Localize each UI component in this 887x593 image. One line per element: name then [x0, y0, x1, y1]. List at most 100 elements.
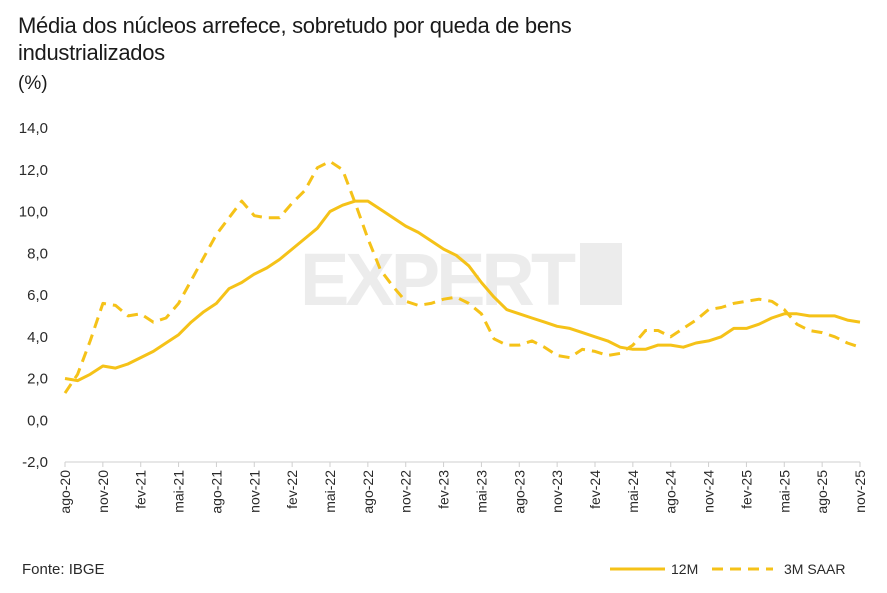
x-tick-label: fev-23 — [436, 470, 452, 509]
y-tick-label: 0,0 — [27, 412, 48, 429]
data-point-3m-saar — [202, 255, 206, 259]
data-point-3m-saar — [101, 301, 105, 305]
data-point-12m — [644, 347, 648, 351]
data-point-3m-saar — [139, 312, 143, 316]
x-tick-label: mai-22 — [322, 470, 338, 513]
data-point-3m-saar — [681, 326, 685, 330]
data-point-3m-saar — [782, 308, 786, 312]
data-point-3m-saar — [379, 268, 383, 272]
data-point-3m-saar — [164, 316, 168, 320]
data-point-3m-saar — [479, 312, 483, 316]
data-point-3m-saar — [328, 159, 332, 163]
data-point-3m-saar — [707, 308, 711, 312]
data-point-3m-saar — [568, 356, 572, 360]
data-point-3m-saar — [227, 216, 231, 220]
data-point-3m-saar — [694, 318, 698, 322]
data-point-12m — [114, 366, 118, 370]
data-point-12m — [530, 316, 534, 320]
data-point-12m — [707, 339, 711, 343]
x-tick-label: fev-21 — [133, 470, 149, 509]
data-point-12m — [202, 310, 206, 314]
data-point-3m-saar — [76, 372, 80, 376]
data-point-12m — [795, 312, 799, 316]
watermark-xp-box — [580, 243, 622, 305]
data-point-3m-saar — [214, 233, 218, 237]
data-point-12m — [303, 237, 307, 241]
y-tick-label: -2,0 — [22, 454, 48, 471]
data-point-12m — [719, 335, 723, 339]
data-point-12m — [290, 247, 294, 251]
data-point-3m-saar — [492, 337, 496, 341]
data-point-12m — [63, 377, 67, 381]
chart-title: Média dos núcleos arrefece, sobretudo po… — [18, 13, 572, 65]
data-point-12m — [492, 295, 496, 299]
x-tick-label: nov-25 — [852, 470, 868, 513]
y-tick-label: 6,0 — [27, 287, 48, 304]
data-point-3m-saar — [505, 343, 509, 347]
x-tick-label: fev-24 — [587, 470, 603, 509]
data-point-3m-saar — [845, 341, 849, 345]
data-point-3m-saar — [240, 199, 244, 203]
y-axis-unit: (%) — [18, 73, 48, 94]
data-point-12m — [101, 364, 105, 368]
data-point-12m — [214, 301, 218, 305]
source-note: Fonte: IBGE — [22, 561, 105, 578]
data-point-12m — [694, 341, 698, 345]
x-tick-label: fev-22 — [284, 470, 300, 509]
data-point-3m-saar — [278, 216, 282, 220]
data-point-12m — [656, 343, 660, 347]
data-point-12m — [328, 210, 332, 214]
data-point-3m-saar — [744, 299, 748, 303]
series-12m-line — [64, 199, 861, 383]
data-point-12m — [669, 343, 673, 347]
data-point-3m-saar — [429, 301, 433, 305]
data-point-3m-saar — [88, 339, 92, 343]
data-point-3m-saar — [442, 297, 446, 301]
data-point-3m-saar — [189, 278, 193, 282]
data-point-12m — [315, 226, 319, 230]
x-tick-label: ago-23 — [511, 470, 527, 514]
data-point-3m-saar — [467, 301, 471, 305]
data-point-12m — [580, 331, 584, 335]
data-point-3m-saar — [644, 329, 648, 333]
data-point-3m-saar — [391, 285, 395, 289]
expert-xp-watermark: EXPERT — [300, 238, 622, 321]
data-point-12m — [278, 258, 282, 262]
watermark-text: EXPERT — [300, 238, 576, 321]
x-tick-label: mai-25 — [776, 470, 792, 513]
data-point-3m-saar — [114, 303, 118, 307]
data-point-12m — [782, 312, 786, 316]
data-point-12m — [265, 266, 269, 270]
data-point-12m — [240, 281, 244, 285]
data-point-12m — [820, 314, 824, 318]
data-point-12m — [681, 345, 685, 349]
data-point-3m-saar — [252, 214, 256, 218]
legend-label-3m-saar: 3M SAAR — [784, 561, 845, 577]
data-point-12m — [442, 247, 446, 251]
x-tick-label: nov-20 — [95, 470, 111, 513]
x-tick-label: ago-22 — [360, 470, 376, 514]
data-point-3m-saar — [795, 322, 799, 326]
x-tick-label: mai-23 — [473, 470, 489, 513]
y-tick-label: 8,0 — [27, 245, 48, 262]
data-point-3m-saar — [820, 331, 824, 335]
data-point-12m — [416, 230, 420, 234]
data-point-3m-saar — [757, 297, 761, 301]
data-point-12m — [391, 216, 395, 220]
data-point-12m — [227, 287, 231, 291]
data-point-3m-saar — [126, 314, 130, 318]
data-point-3m-saar — [858, 345, 862, 349]
data-point-12m — [845, 318, 849, 322]
data-point-3m-saar — [353, 201, 357, 205]
data-point-3m-saar — [770, 299, 774, 303]
data-point-12m — [252, 272, 256, 276]
data-point-12m — [858, 320, 862, 324]
data-point-3m-saar — [530, 339, 534, 343]
data-point-3m-saar — [454, 295, 458, 299]
x-tick-label: fev-25 — [738, 470, 754, 509]
y-tick-label: 2,0 — [27, 371, 48, 388]
data-point-3m-saar — [631, 343, 635, 347]
data-point-12m — [555, 324, 559, 328]
data-point-12m — [744, 326, 748, 330]
